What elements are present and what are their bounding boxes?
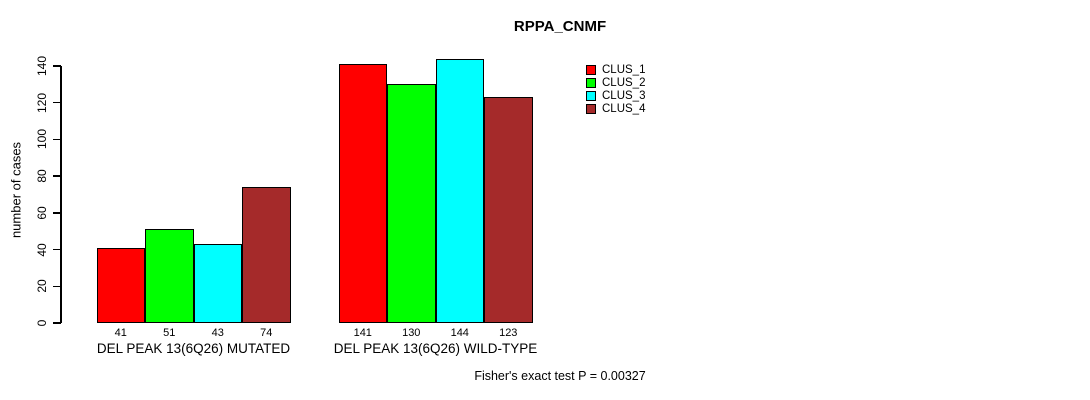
legend-swatch-icon xyxy=(586,64,596,75)
legend-item-clus_3: CLUS_3 xyxy=(586,89,645,102)
y-tick-label: 140 xyxy=(35,55,49,77)
bar-value-label: 123 xyxy=(499,327,518,339)
bar-clus_3-group1 xyxy=(193,244,242,323)
y-tick-mark xyxy=(53,175,61,177)
bar-clus_4-group1 xyxy=(242,187,291,323)
bar-clus_2-group2 xyxy=(387,84,436,323)
y-tick-mark xyxy=(53,65,61,67)
bar-clus_2-group1 xyxy=(145,229,194,323)
legend-swatch-icon xyxy=(586,90,596,101)
legend-swatch-icon xyxy=(586,77,596,88)
legend-item-clus_4: CLUS_4 xyxy=(586,102,645,115)
y-tick-label: 100 xyxy=(35,129,49,150)
y-tick-mark xyxy=(53,322,61,324)
bar-value-label: 51 xyxy=(163,327,176,339)
legend-label: CLUS_3 xyxy=(602,89,646,102)
bar-clus_3-group2 xyxy=(435,58,484,323)
y-tick-label: 80 xyxy=(35,169,49,183)
bar-value-label: 141 xyxy=(353,327,372,339)
group-label: DEL PEAK 13(6Q26) WILD-TYPE xyxy=(333,341,538,356)
bar-value-label: 144 xyxy=(450,327,469,339)
bar-clus_1-group2 xyxy=(338,64,387,323)
legend-swatch-icon xyxy=(586,103,596,114)
y-tick-label: 20 xyxy=(35,279,49,293)
y-axis-line xyxy=(60,66,62,323)
y-axis-label: number of cases xyxy=(8,141,24,239)
y-tick-label: 0 xyxy=(35,319,49,327)
legend: CLUS_1 CLUS_2 CLUS_3 CLUS_4 xyxy=(586,63,645,115)
y-tick-mark xyxy=(53,138,61,141)
y-tick-mark xyxy=(53,248,61,251)
bar-value-label: 43 xyxy=(211,327,224,339)
fisher-test-annotation: Fisher's exact test P = 0.00327 xyxy=(474,369,646,383)
legend-item-clus_1: CLUS_1 xyxy=(586,63,645,76)
bar-value-label: 41 xyxy=(114,327,127,339)
group-label: DEL PEAK 13(6Q26) MUTATED xyxy=(96,341,291,356)
y-tick-label: 40 xyxy=(35,242,49,257)
legend-item-clus_2: CLUS_2 xyxy=(586,76,645,89)
y-tick-mark xyxy=(53,101,61,104)
legend-label: CLUS_1 xyxy=(602,63,646,76)
bar-clus_4-group2 xyxy=(484,97,533,323)
bar-value-label: 74 xyxy=(260,327,273,339)
legend-label: CLUS_2 xyxy=(602,76,646,89)
chart-title: RPPA_CNMF xyxy=(513,18,607,35)
legend-label: CLUS_4 xyxy=(602,102,646,115)
y-tick-mark xyxy=(53,285,61,288)
bar-value-label: 130 xyxy=(402,327,421,339)
y-tick-mark xyxy=(53,212,61,214)
y-tick-label: 120 xyxy=(35,92,49,113)
y-tick-label: 60 xyxy=(35,206,49,220)
bar-clus_1-group1 xyxy=(96,247,145,323)
